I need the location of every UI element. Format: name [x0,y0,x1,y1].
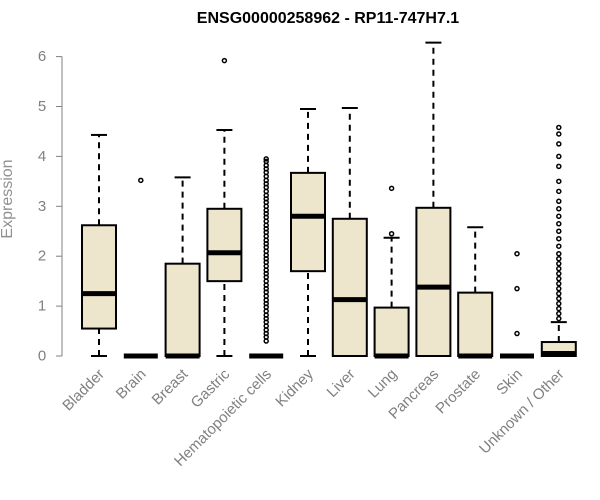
y-tick-label: 3 [38,198,46,215]
outlier-point [556,228,562,234]
outlier-point [556,315,562,322]
outlier-point [556,131,562,137]
outlier-point [556,260,562,267]
box-iqr [457,291,494,358]
outlier-point [388,185,395,192]
outlier-point [556,124,562,131]
box-breast [164,176,201,359]
box-iqr [81,224,117,330]
x-tick-label: Kidney [272,365,317,410]
y-tick-label: 6 [38,48,46,65]
outlier-point [514,250,520,257]
x-tick-label: Brain [113,366,150,403]
outlier-point [556,188,562,195]
y-tick-label: 0 [38,348,46,365]
y-tick-label: 4 [38,148,46,165]
outlier-point [556,275,562,282]
outlier-point [263,156,269,162]
x-tick-label: Prostate [432,366,484,418]
outlier-point [388,230,395,237]
outlier-point [556,250,562,257]
outlier-point [556,163,562,170]
box-iqr [415,206,452,357]
box-unknown-other [540,124,577,358]
outlier-point [263,158,269,165]
outlier-point [556,243,562,249]
box-liver [331,106,368,357]
x-tick-label: Liver [324,366,359,401]
y-tick-label: 5 [38,98,46,115]
outlier-point [556,295,562,302]
x-tick-label: Bladder [59,366,108,415]
box-iqr [331,217,368,357]
x-tick-label: Skin [493,366,526,399]
boxes-group [81,41,577,359]
outlier-point [514,285,520,292]
x-tick-label: Breast [149,365,192,408]
outlier-point [556,285,562,292]
outlier-point [556,153,562,160]
outlier-point [556,270,562,277]
y-axis: 0 1 2 3 4 5 6 [38,48,63,365]
y-axis-label: Expression [0,159,16,238]
outlier-point [514,330,520,337]
box-skin [500,250,534,359]
box-iqr [206,207,243,283]
y-tick-label: 1 [38,298,46,315]
outlier-point [556,206,562,212]
outlier-point [556,221,562,227]
outlier-point [556,198,562,205]
outlier-point [556,305,562,312]
box-iqr [164,262,201,357]
box-brain [123,177,158,359]
box-iqr [290,171,326,273]
box-prostate [457,226,494,359]
box-pancreas [415,41,452,357]
outlier-point [556,265,562,272]
outlier-point [221,57,228,64]
outlier-point [138,177,144,184]
outlier-point [556,255,562,262]
outlier-point [556,141,562,147]
box-lung [373,185,410,359]
outlier-point [556,290,562,297]
x-tick-label: Lung [365,366,401,402]
box-iqr [373,306,410,357]
outlier-point [556,310,562,317]
y-tick-label: 2 [38,248,46,265]
box-kidney [290,107,326,357]
outlier-point [556,178,562,185]
outlier-point [556,235,562,242]
box-gastric [206,57,243,357]
chart-title: ENSG00000258962 - RP11-747H7.1 [197,10,460,27]
outlier-point [556,213,562,220]
box-hematopoietic-cells [249,156,284,359]
outlier-point [556,280,562,287]
box-bladder [81,133,117,357]
outlier-point [556,300,562,307]
